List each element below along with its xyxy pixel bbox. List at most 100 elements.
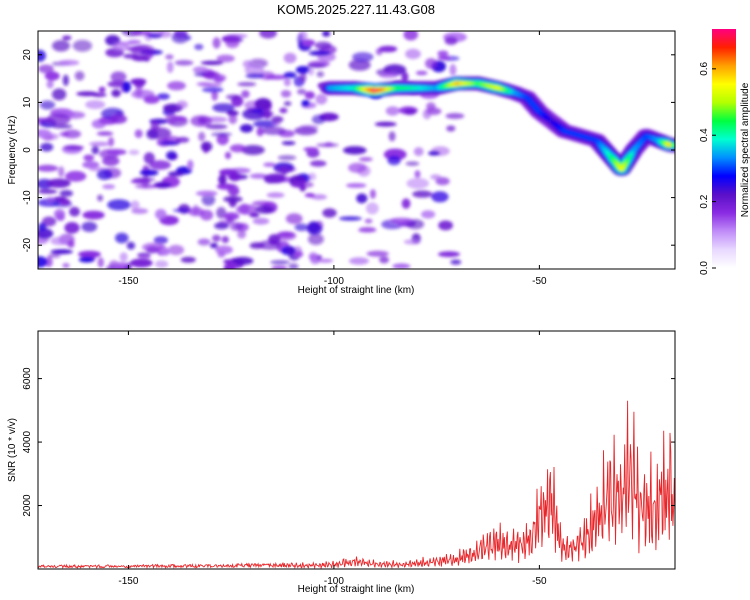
spectrogram-noise-cell <box>50 249 73 255</box>
spectrogram-noise-cell <box>255 205 275 214</box>
spectrogram-noise-cell <box>274 167 294 173</box>
spectrogram-noise-cell <box>314 41 332 50</box>
spectrogram-noise-cell <box>298 31 308 42</box>
spectrogram-noise-cell <box>304 193 315 198</box>
spectrogram-noise-cell <box>307 67 315 76</box>
spectrogram-noise-cell <box>102 184 116 190</box>
spectrogram-noise-cell <box>290 181 314 189</box>
spectrogram-noise-cell <box>281 141 296 146</box>
spectrogram-noise-cell <box>91 145 100 155</box>
spectrogram-noise-cell <box>304 91 315 100</box>
spectrogram-noise-cell <box>195 190 218 197</box>
spectrogram-noise-cell <box>212 234 221 242</box>
spectrogram-noise-cell <box>143 95 160 104</box>
spectrogram-noise-cell <box>283 78 291 87</box>
spectrogram-noise-cell <box>62 262 70 269</box>
spectrogram-noise-cell <box>130 200 140 210</box>
spectrogram-noise-cell <box>114 262 129 268</box>
spectrogram-y-label: Frequency (Hz) <box>7 116 18 185</box>
spectrogram-noise-cell <box>198 131 206 142</box>
spectrogram-noise-cell <box>378 71 399 79</box>
spectrogram-noise-cell <box>149 160 171 170</box>
spectrogram-noise-cell <box>213 74 227 82</box>
spectrogram-noise-cell <box>301 99 310 107</box>
spectrogram-noise-cell <box>129 258 153 268</box>
spectrogram-noise-cell <box>413 147 424 157</box>
spectrogram-noise-cell <box>115 232 129 244</box>
spectrogram-noise-cell <box>283 101 292 106</box>
spectrogram-noise-cell <box>237 82 257 87</box>
spectrogram-noise-cell <box>239 124 254 133</box>
spectrogram-noise-cell <box>338 216 362 221</box>
spectrogram-noise-cell <box>446 125 456 132</box>
spectrogram-noise-cell <box>449 64 457 76</box>
spectrogram-noise-cell <box>201 193 216 206</box>
spectrogram-noise-cell <box>230 221 244 232</box>
spectrogram-noise-cell <box>316 143 339 148</box>
spectrogram-noise-cell <box>97 194 104 202</box>
spectrogram-noise-cell <box>135 86 143 97</box>
y-tick-label: -10 <box>22 190 33 205</box>
spectrogram-noise-cell <box>132 177 156 182</box>
spectrogram-noise-cell <box>76 91 99 97</box>
spectrogram-noise-cell <box>156 93 170 100</box>
spectrogram-noise-cell <box>288 263 299 269</box>
spectrogram-noise-cell <box>389 217 414 224</box>
spectrogram-noise-cell <box>415 70 428 76</box>
spectrogram-noise-cell <box>374 121 397 127</box>
x-tick-label: -100 <box>324 276 344 287</box>
spectrogram-x-axis: -150 -100 -50 <box>118 31 547 287</box>
spectrogram-noise-cell <box>155 208 167 220</box>
spectrogram-noise-cell <box>422 109 432 120</box>
spectrogram-noise-cell <box>135 184 159 189</box>
spectrogram-noise-cell <box>421 210 436 219</box>
spectrogram-noise-cell <box>96 169 113 181</box>
spectrogram-noise-cell <box>126 241 136 250</box>
spectrogram-noise-cell <box>63 129 82 139</box>
x-tick-label: -100 <box>324 576 344 587</box>
x-tick-label: -150 <box>118 576 138 587</box>
spectrogram-noise-cell <box>303 147 319 152</box>
spectrogram-noise-cell <box>346 183 367 188</box>
spectrogram-noise-cell <box>295 66 310 74</box>
spectrogram-noise-cell <box>252 108 263 114</box>
snr-x-label: Height of straight line (km) <box>298 584 415 595</box>
spectrogram-noise-cell <box>110 71 127 83</box>
spectrogram-noise-cell <box>58 166 65 178</box>
spectrogram-noise-cell <box>232 256 254 265</box>
spectrogram-noise-cell <box>309 160 327 167</box>
spectrogram-noise-cell <box>172 208 191 213</box>
spectrogram-noise-cell <box>425 58 438 69</box>
spectrogram-noise-cell <box>174 60 194 66</box>
x-tick-label: -150 <box>118 276 138 287</box>
spectrogram-noise-cell <box>299 71 307 83</box>
spectrogram-noise-cell <box>190 115 213 127</box>
spectrogram-noise-cell <box>297 88 307 95</box>
snr-panel: -150 -100 -50 2000 4000 6000 Height of strai… <box>7 330 676 595</box>
spectrogram-noise-cell <box>62 74 69 87</box>
spectrogram-noise-cell <box>437 50 449 57</box>
spectrogram-noise-cell <box>165 113 178 125</box>
spectrogram-noise-cell <box>406 177 430 189</box>
spectrogram-noise-cell <box>81 221 98 232</box>
x-tick-label: -50 <box>532 576 547 587</box>
spectrogram-noise-cell <box>224 151 232 160</box>
spectrogram-noise-cell <box>228 172 242 182</box>
spectrogram-noise-cell <box>431 191 449 203</box>
y-tick-label: 20 <box>22 49 33 61</box>
spectrogram-noise-cell <box>301 39 316 47</box>
spectrogram-noise-cell <box>146 33 163 39</box>
spectrogram-noise-cell <box>438 220 453 231</box>
spectrogram-noise-cell <box>131 31 152 36</box>
spectrogram-noise-cell <box>223 195 243 203</box>
spectrogram-noise-cell <box>46 79 54 89</box>
spectrogram-noise-cell <box>44 71 60 81</box>
spectrogram-noise-cell <box>392 263 411 269</box>
spectrogram-noise-cell <box>403 108 417 115</box>
spectrogram-noise-cell <box>283 71 297 79</box>
spectrogram-noise-cell <box>200 60 224 65</box>
spectrogram-noise-cell <box>139 169 159 176</box>
snr-x-axis: -150 -100 -50 <box>118 331 547 587</box>
spectrogram-noise-cell <box>270 260 290 265</box>
